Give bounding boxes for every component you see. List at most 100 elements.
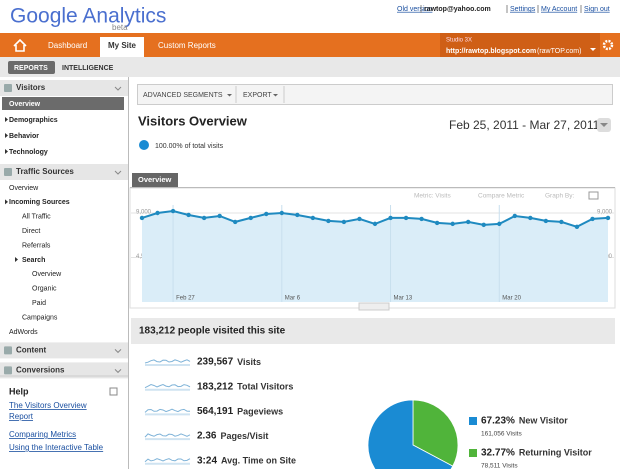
y-tick-label: 9,000 bbox=[597, 210, 613, 216]
nav-item[interactable]: Campaigns bbox=[22, 314, 58, 321]
metric-value: 239,567 bbox=[197, 357, 234, 368]
nav-item[interactable]: Overview bbox=[9, 185, 39, 192]
point bbox=[264, 211, 269, 217]
nav-item[interactable]: Referrals bbox=[22, 242, 51, 249]
home-icon[interactable] bbox=[13, 38, 27, 52]
nav-item[interactable]: AdWords bbox=[9, 329, 38, 336]
nav-item[interactable]: Search bbox=[22, 257, 45, 264]
header-link[interactable]: My Account bbox=[541, 6, 577, 13]
subnav-item[interactable]: INTELLIGENCE bbox=[62, 65, 114, 72]
nav-tab[interactable]: Custom Reports bbox=[158, 41, 216, 50]
help-link[interactable]: The Visitors Overview Report bbox=[9, 401, 87, 421]
metric-label: Avg. Time on Site bbox=[221, 456, 296, 466]
point bbox=[497, 221, 502, 227]
help-link[interactable]: Using the Interactive Table bbox=[9, 443, 104, 452]
metric-label: Pages/Visit bbox=[220, 431, 268, 441]
point bbox=[201, 215, 207, 221]
nav-item[interactable]: Overview bbox=[32, 271, 62, 278]
dropdown-arrow bbox=[273, 94, 278, 97]
x-tick-label: Mar 6 bbox=[285, 296, 301, 302]
nav-item[interactable]: All Traffic bbox=[22, 214, 51, 221]
legend-detail: 78,511 Visits bbox=[481, 463, 518, 469]
toolbar-button[interactable]: ADVANCED SEGMENTS bbox=[143, 92, 223, 99]
sparkline bbox=[144, 359, 191, 364]
group-title[interactable]: Conversions bbox=[16, 366, 65, 375]
tab-label[interactable]: Overview bbox=[138, 175, 172, 184]
chart-control[interactable]: Compare Metric bbox=[478, 193, 525, 200]
sparkline bbox=[144, 408, 191, 413]
tree-arrow bbox=[5, 199, 8, 205]
pie-slice bbox=[412, 399, 459, 467]
nav-item[interactable]: Incoming Sources bbox=[9, 199, 70, 206]
group-icon bbox=[4, 346, 12, 355]
sparkline bbox=[144, 458, 191, 463]
nav-item[interactable]: Organic bbox=[32, 286, 57, 293]
dropdown-arrow bbox=[590, 48, 596, 51]
legend-swatch bbox=[469, 417, 477, 425]
group-header bbox=[0, 342, 128, 359]
segment-dot bbox=[139, 140, 149, 150]
site-name: (rawTOP.com) bbox=[537, 48, 581, 55]
chart-control[interactable]: Graph By: bbox=[545, 193, 574, 200]
point bbox=[434, 220, 440, 226]
header-link[interactable]: Sign out bbox=[584, 6, 610, 13]
help-title: Help bbox=[9, 386, 29, 396]
nav-item[interactable]: Demographics bbox=[9, 117, 58, 124]
summary-bar bbox=[131, 318, 615, 344]
legend-label: Returning Visitor bbox=[519, 447, 592, 457]
dropdown-arrow bbox=[227, 94, 232, 97]
group-title[interactable]: Visitors bbox=[16, 83, 46, 92]
sparkline bbox=[144, 433, 191, 438]
nav-item[interactable]: Paid bbox=[32, 300, 46, 307]
tree-arrow bbox=[5, 149, 8, 154]
tree-arrow bbox=[5, 117, 8, 122]
y-tick-label: 9,000 bbox=[136, 210, 152, 216]
point bbox=[419, 216, 424, 222]
legend-value: 67.23% bbox=[481, 416, 515, 427]
sparkline bbox=[144, 383, 191, 389]
help-link[interactable]: Comparing Metrics bbox=[9, 430, 76, 439]
site-url[interactable]: http://rawtop.blogspot.com bbox=[446, 48, 536, 55]
point bbox=[186, 212, 191, 218]
logo: Google Analytics bbox=[10, 5, 166, 28]
header-link[interactable]: Settings bbox=[510, 6, 536, 13]
account-name: Studio 3X bbox=[446, 38, 472, 44]
nav-item[interactable]: Direct bbox=[22, 228, 40, 235]
resize-handle[interactable] bbox=[358, 302, 390, 311]
nav-item[interactable]: Overview bbox=[9, 101, 41, 108]
nav-tab[interactable]: My Site bbox=[108, 41, 137, 50]
metric-value: 3:24 bbox=[197, 455, 217, 466]
subnav-bar bbox=[0, 57, 620, 77]
group-title[interactable]: Content bbox=[16, 346, 47, 355]
active-tab bbox=[100, 37, 144, 57]
x-tick-label: Mar 20 bbox=[502, 296, 521, 302]
x-tick-label: Feb 27 bbox=[176, 296, 195, 302]
point bbox=[512, 213, 517, 219]
tab-active[interactable] bbox=[132, 173, 178, 187]
reports-button[interactable] bbox=[8, 61, 55, 74]
group-icon bbox=[4, 366, 12, 375]
date-range[interactable]: Feb 25, 2011 - Mar 27, 2011 bbox=[449, 118, 600, 132]
report-title: Visitors Overview bbox=[138, 113, 248, 128]
legend-label: New Visitor bbox=[519, 415, 568, 425]
subnav-item[interactable]: REPORTS bbox=[14, 65, 48, 72]
nav-item[interactable]: Behavior bbox=[9, 133, 39, 140]
help-toggle[interactable] bbox=[109, 387, 118, 396]
header-link[interactable]: Old version bbox=[397, 6, 433, 13]
header-link: rawtop@yahoo.com bbox=[424, 6, 491, 13]
x-tick-label: Mar 13 bbox=[394, 296, 413, 302]
metric-value: 2.36 bbox=[197, 431, 217, 442]
settings-icon[interactable] bbox=[602, 39, 614, 51]
point bbox=[590, 216, 595, 222]
group-header bbox=[0, 164, 128, 180]
point bbox=[559, 219, 564, 225]
graph-by-icon[interactable] bbox=[588, 191, 599, 200]
nav-item[interactable]: Technology bbox=[9, 149, 48, 156]
group-title[interactable]: Traffic Sources bbox=[16, 167, 74, 176]
chart-control[interactable]: Metric: Visits bbox=[414, 193, 451, 200]
toolbar-button[interactable]: EXPORT bbox=[243, 92, 272, 99]
point bbox=[466, 219, 471, 225]
nav-tab[interactable]: Dashboard bbox=[48, 41, 87, 50]
collapse-arrow bbox=[114, 369, 122, 374]
